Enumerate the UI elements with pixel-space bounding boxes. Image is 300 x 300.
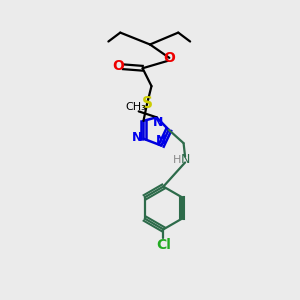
Text: Cl: Cl: [156, 238, 171, 252]
Text: N: N: [180, 153, 190, 166]
Text: O: O: [112, 59, 124, 73]
Text: N: N: [156, 134, 166, 147]
Text: S: S: [142, 96, 152, 111]
Text: N: N: [132, 131, 142, 144]
Text: H: H: [172, 154, 181, 164]
Text: O: O: [164, 51, 175, 65]
Text: CH₃: CH₃: [125, 102, 146, 112]
Text: N: N: [153, 116, 163, 129]
